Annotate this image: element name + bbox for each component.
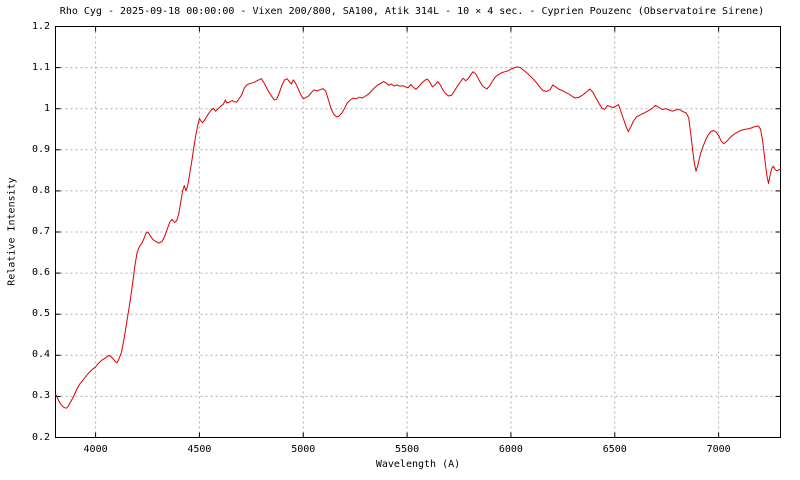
spectrum-line: [55, 66, 781, 409]
y-tick-label: 1: [43, 102, 50, 114]
chart-title: Rho Cyg - 2025-09-18 00:00:00 - Vixen 20…: [59, 6, 765, 17]
x-tick-label: 5500: [395, 444, 420, 455]
x-tick-label: 6000: [498, 444, 523, 455]
x-tick-label: 7000: [706, 444, 731, 455]
x-tick-label: 4500: [187, 444, 212, 455]
y-tick-label: 0.2: [31, 431, 50, 443]
x-tick-label: 6500: [602, 444, 627, 455]
y-tick-label: 0.5: [31, 308, 50, 320]
y-tick-label: 1.2: [31, 20, 50, 32]
y-tick-label: 0.8: [31, 184, 50, 196]
y-tick-label: 0.9: [31, 143, 50, 155]
y-tick-label: 0.7: [31, 226, 50, 237]
y-tick-label: 0.3: [31, 390, 50, 402]
x-tick-label: 5000: [291, 444, 316, 455]
x-axis-label: Wavelength (A): [375, 459, 461, 470]
y-tick-label: 0.6: [31, 267, 50, 279]
y-tick-label: 0.4: [31, 349, 50, 361]
y-tick-label: 1.1: [31, 61, 50, 73]
x-tick-label: 4000: [83, 444, 108, 455]
